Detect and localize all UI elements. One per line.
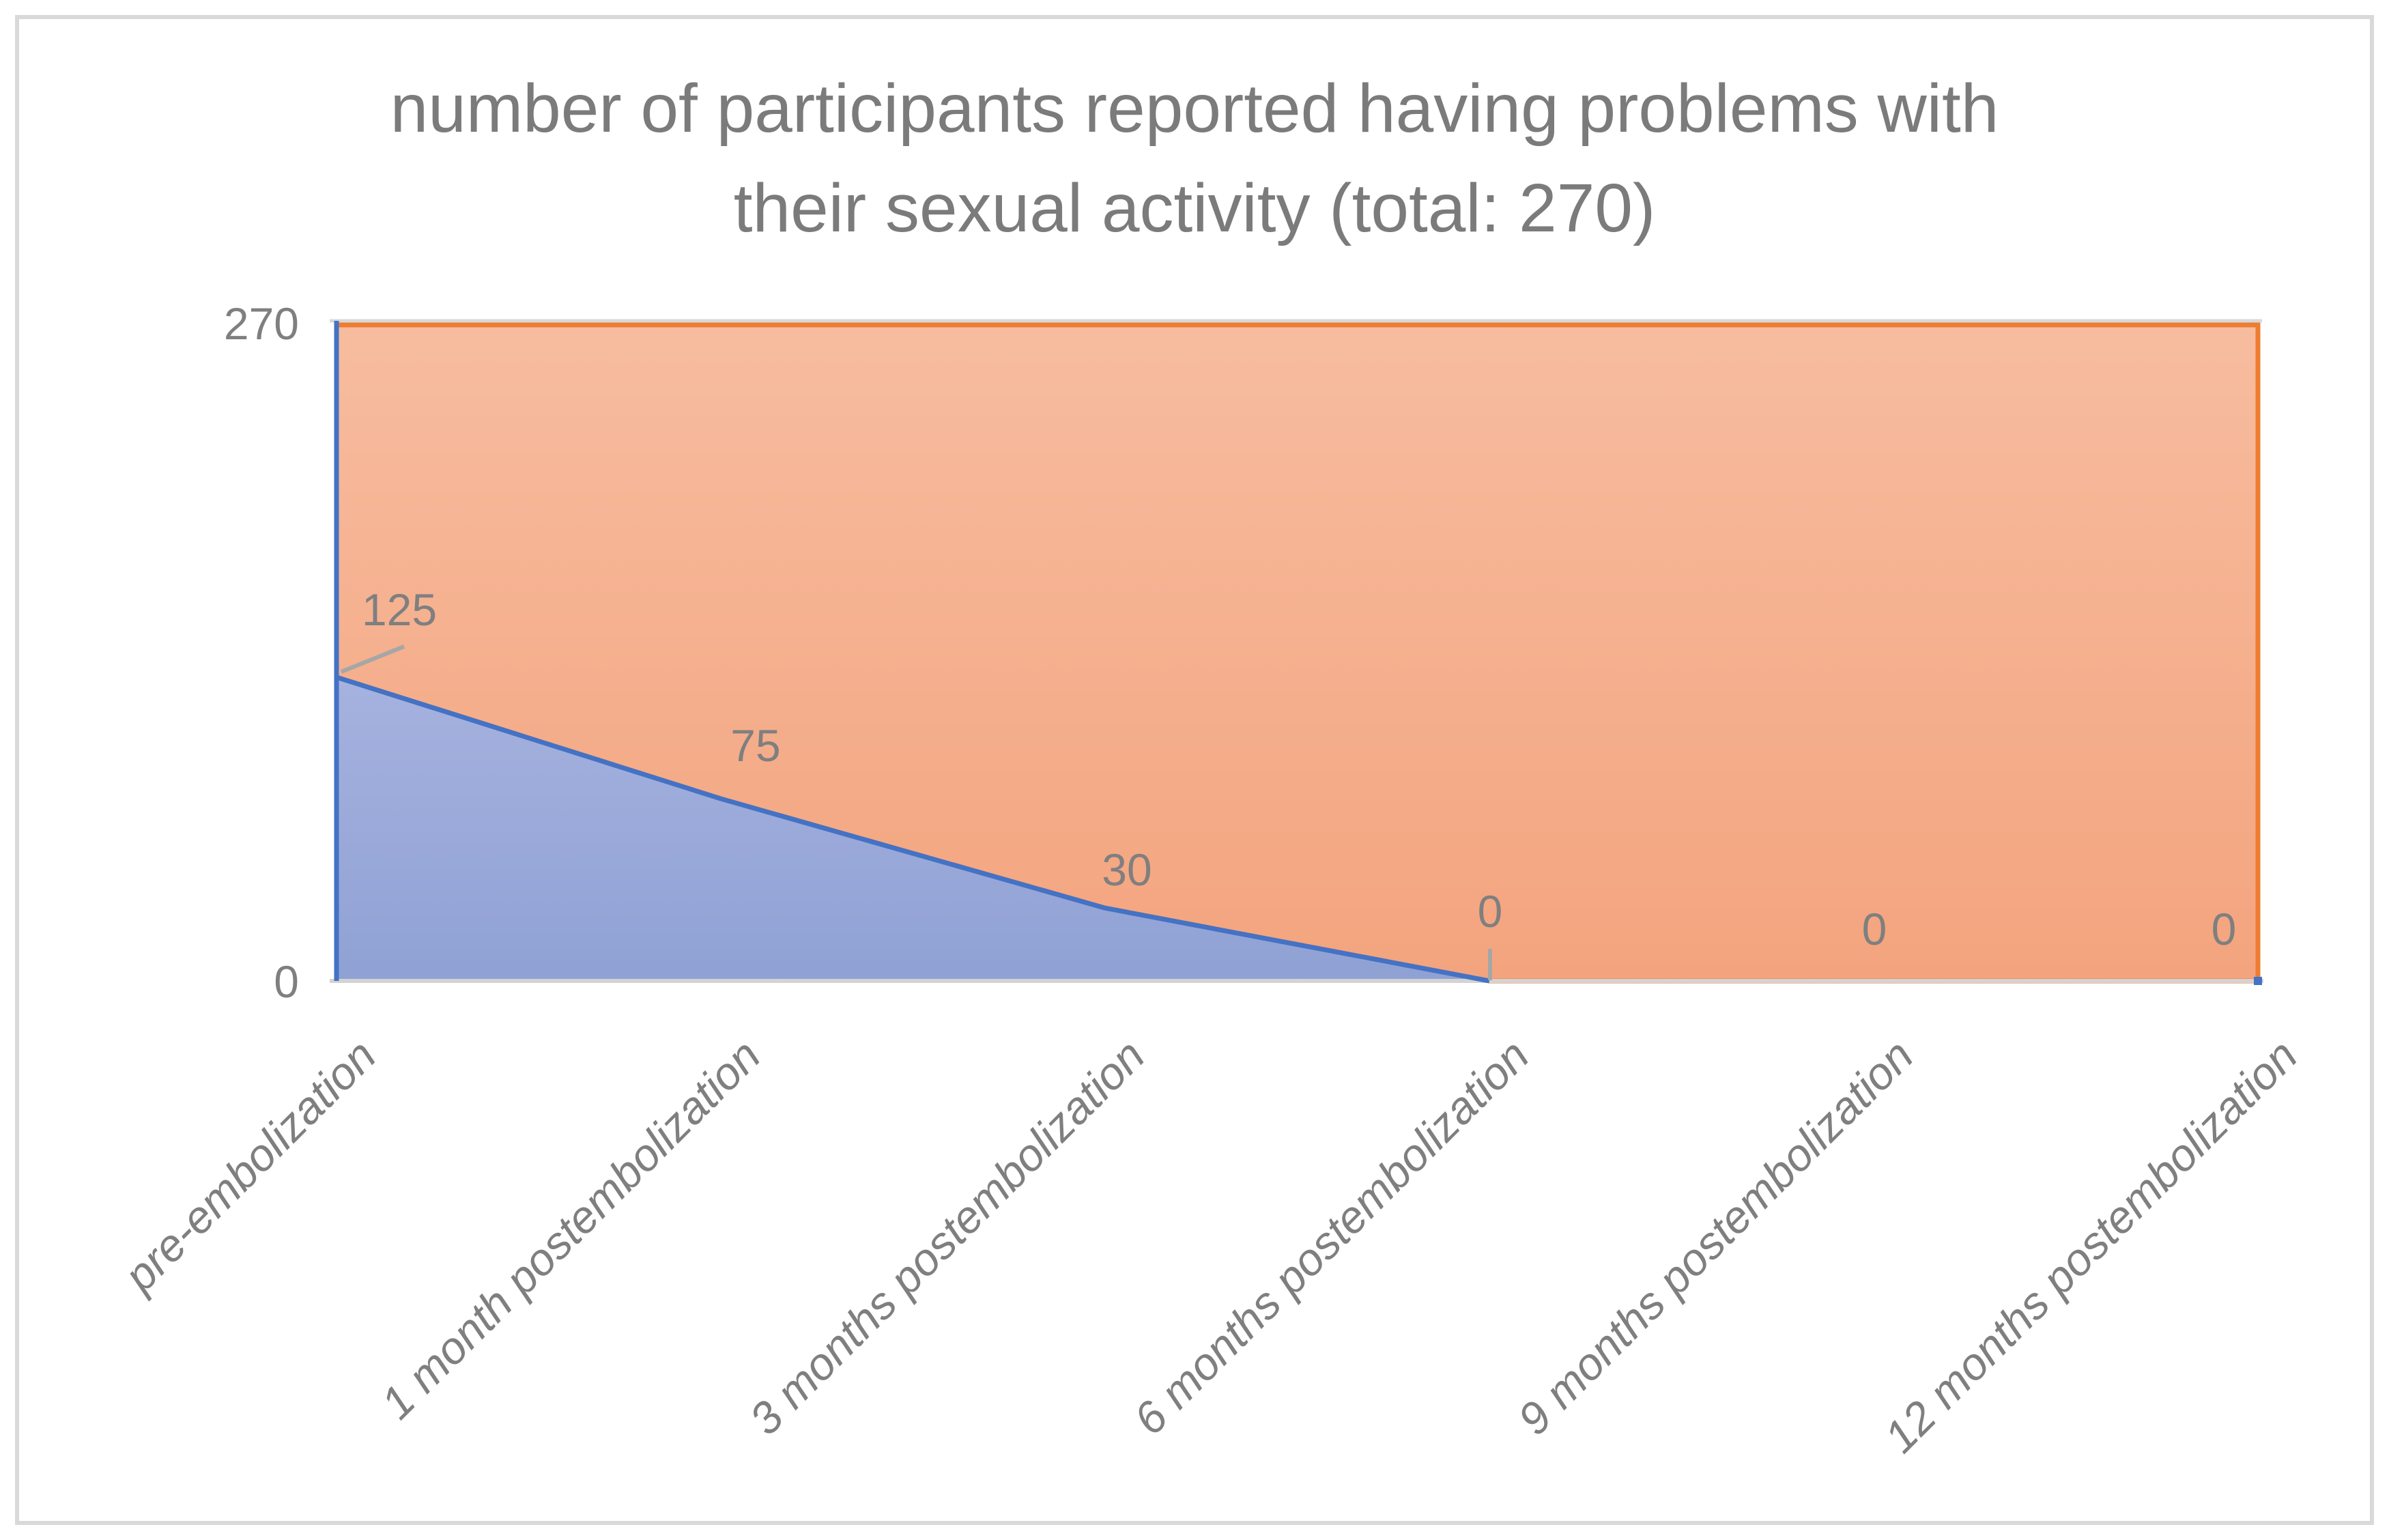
chart-title: number of participants reported having p…: [0, 59, 2389, 258]
series-problems-endpoint: [2254, 977, 2262, 985]
data-label-3: 0: [1477, 886, 1503, 937]
series-problems-line: [335, 674, 1490, 984]
data-label-2: 30: [1102, 844, 1152, 896]
data-label-5: 0: [2211, 904, 2237, 954]
y-axis-tick-max: 270: [223, 298, 299, 349]
data-label-1: 75: [730, 720, 781, 771]
series-problems-area: [337, 677, 2258, 981]
data-label-0: 125: [361, 584, 438, 636]
y-axis-tick-zero: 0: [274, 956, 299, 1007]
chart-title-line-2: their sexual activity (total: 270): [733, 170, 1656, 246]
data-label-leader-0: [340, 644, 405, 674]
chart-title-line-1: number of participants reported having p…: [390, 70, 1999, 147]
data-label-4: 0: [1861, 904, 1887, 954]
